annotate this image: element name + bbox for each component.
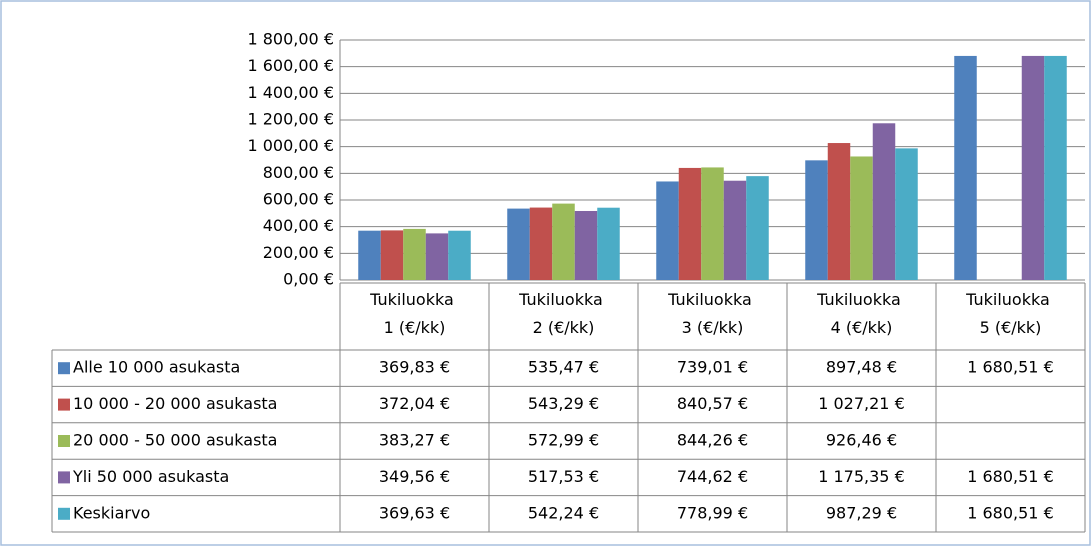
table-value: 840,57 € [677,394,748,413]
y-tick-label: 0,00 € [283,270,334,289]
bar [597,207,620,280]
y-tick-label: 1 800,00 € [247,30,334,49]
x-tick-label: Tukiluokka 3 (€/kk) [667,290,757,337]
table-value: 926,46 € [826,431,897,450]
table-value: 987,29 € [826,503,897,522]
table-value: 349,56 € [379,467,450,486]
bar [954,55,977,280]
bar [507,208,530,280]
table-value: 1 175,35 € [818,467,905,486]
bar [827,143,851,280]
x-tick-label: Tukiluokka 2 (€/kk) [518,290,608,337]
table-value: 1 027,21 € [818,394,905,413]
bar [701,167,724,280]
bar [746,176,769,280]
y-tick-label: 1 600,00 € [247,56,334,75]
table-value: 372,04 € [379,394,450,413]
legend-swatch [58,435,70,447]
table-value: 1 680,51 € [967,503,1054,522]
y-tick-label: 800,00 € [263,163,334,182]
legend-label: Alle 10 000 asukasta [73,358,240,377]
bar [552,203,575,280]
table-value: 844,26 € [677,431,748,450]
x-tick-label: Tukiluokka 1 (€/kk) [369,290,459,337]
bar [448,230,471,280]
legend-label: Yli 50 000 asukasta [72,467,229,486]
table-value: 778,99 € [677,503,748,522]
bar [850,156,873,280]
y-tick-label: 1 200,00 € [247,110,334,129]
bar [1044,55,1067,280]
table-value: 369,63 € [379,503,450,522]
table-value: 1 680,51 € [967,358,1054,377]
bar [574,210,598,280]
bar [872,123,896,280]
x-tick-label: Tukiluokka 4 (€/kk) [816,290,906,337]
table-value: 1 680,51 € [967,467,1054,486]
table-value: 383,27 € [379,431,450,450]
bar [678,167,702,280]
bar [656,181,679,280]
x-tick-label: Tukiluokka 5 (€/kk) [965,290,1055,337]
y-tick-label: 200,00 € [263,243,334,262]
legend-swatch [58,398,70,411]
y-tick-label: 1 000,00 € [247,136,334,155]
table-value: 535,47 € [528,358,599,377]
table-value: 572,99 € [528,431,599,450]
legend-label: 20 000 - 50 000 asukasta [73,431,277,450]
y-tick-label: 600,00 € [263,190,334,209]
bar [425,233,449,280]
bar [895,148,918,280]
legend-label: Keskiarvo [73,503,150,522]
legend-label: 10 000 - 20 000 asukasta [73,394,277,413]
table-value: 543,29 € [528,394,599,413]
table-value: 542,24 € [528,503,599,522]
legend-swatch [58,507,70,520]
table-value: 369,83 € [379,358,450,377]
bar [723,180,747,280]
bar [529,207,553,280]
bar [403,228,426,280]
table-value: 517,53 € [528,467,599,486]
table-value: 739,01 € [677,358,748,377]
bar [805,160,828,280]
table-value: 744,62 € [677,467,748,486]
bar [380,230,404,280]
bar [358,230,381,280]
table-value: 897,48 € [826,358,897,377]
bar [1021,55,1045,280]
y-tick-label: 400,00 € [263,216,334,235]
y-tick-label: 1 400,00 € [247,83,334,102]
legend-swatch [58,362,70,375]
legend-swatch [58,471,70,484]
